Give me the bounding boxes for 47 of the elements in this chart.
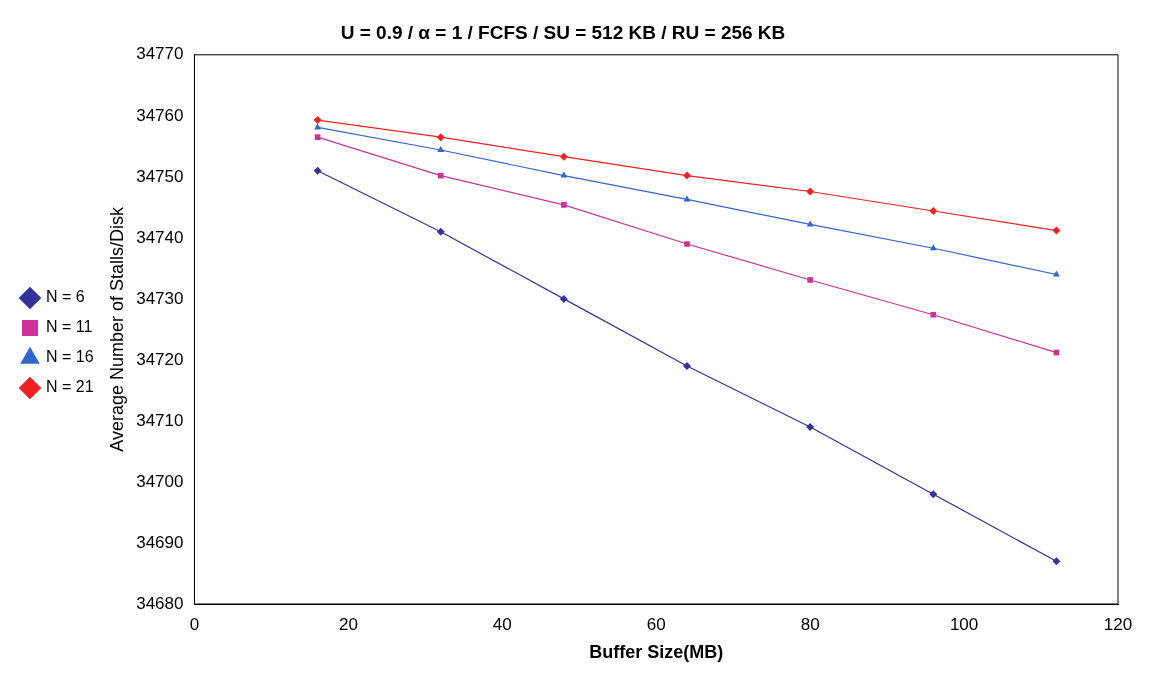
legend-label: N = 11 [46, 318, 93, 336]
x-tick-label: 40 [492, 614, 512, 634]
x-tick-label: 80 [800, 614, 820, 634]
legend-label: N = 6 [46, 288, 85, 306]
x-tick-label: 0 [189, 614, 200, 634]
point [437, 146, 445, 152]
point [436, 133, 445, 142]
point [560, 171, 568, 178]
y-tick-label: 34710 [136, 410, 184, 430]
point [1052, 557, 1061, 566]
x-tick-label: 20 [338, 614, 358, 634]
y-tick-label: 34680 [136, 593, 184, 613]
point [806, 423, 815, 432]
y-tick-label: 34760 [136, 105, 184, 125]
point [929, 244, 937, 251]
point [559, 152, 568, 161]
legend-label: N = 16 [46, 348, 94, 366]
point [929, 490, 938, 499]
point [313, 116, 322, 125]
point [807, 277, 813, 283]
point [314, 134, 321, 141]
point [1052, 226, 1061, 235]
y-tick-label: 34700 [136, 471, 184, 491]
point [559, 294, 568, 303]
point [806, 187, 815, 196]
y-axis-title: Average Number of Stalls/Disk [107, 206, 128, 452]
point [313, 166, 322, 175]
point [929, 207, 938, 216]
y-tick-label: 34750 [136, 166, 184, 186]
point [683, 362, 692, 371]
y-tick-label: 34690 [136, 532, 184, 552]
x-tick-label: 60 [646, 614, 666, 634]
chart-title: U = 0.9 / α = 1 / FCFS / SU = 512 KB / RU = 256 KB [340, 21, 786, 43]
y-tick-label: 34770 [136, 44, 184, 64]
x-tick-label: 120 [1103, 614, 1133, 634]
point [684, 241, 690, 247]
point [436, 227, 445, 236]
x-tick-label: 100 [949, 614, 979, 634]
point [437, 172, 444, 179]
y-tick-label: 34740 [136, 227, 184, 247]
point [561, 202, 567, 208]
y-tick-label: 34720 [136, 349, 184, 369]
legend-label: N = 21 [46, 378, 94, 396]
y-tick-label: 34730 [136, 288, 184, 308]
x-axis-title: Buffer Size(MB) [589, 642, 724, 663]
point [683, 171, 692, 180]
point [930, 311, 937, 318]
